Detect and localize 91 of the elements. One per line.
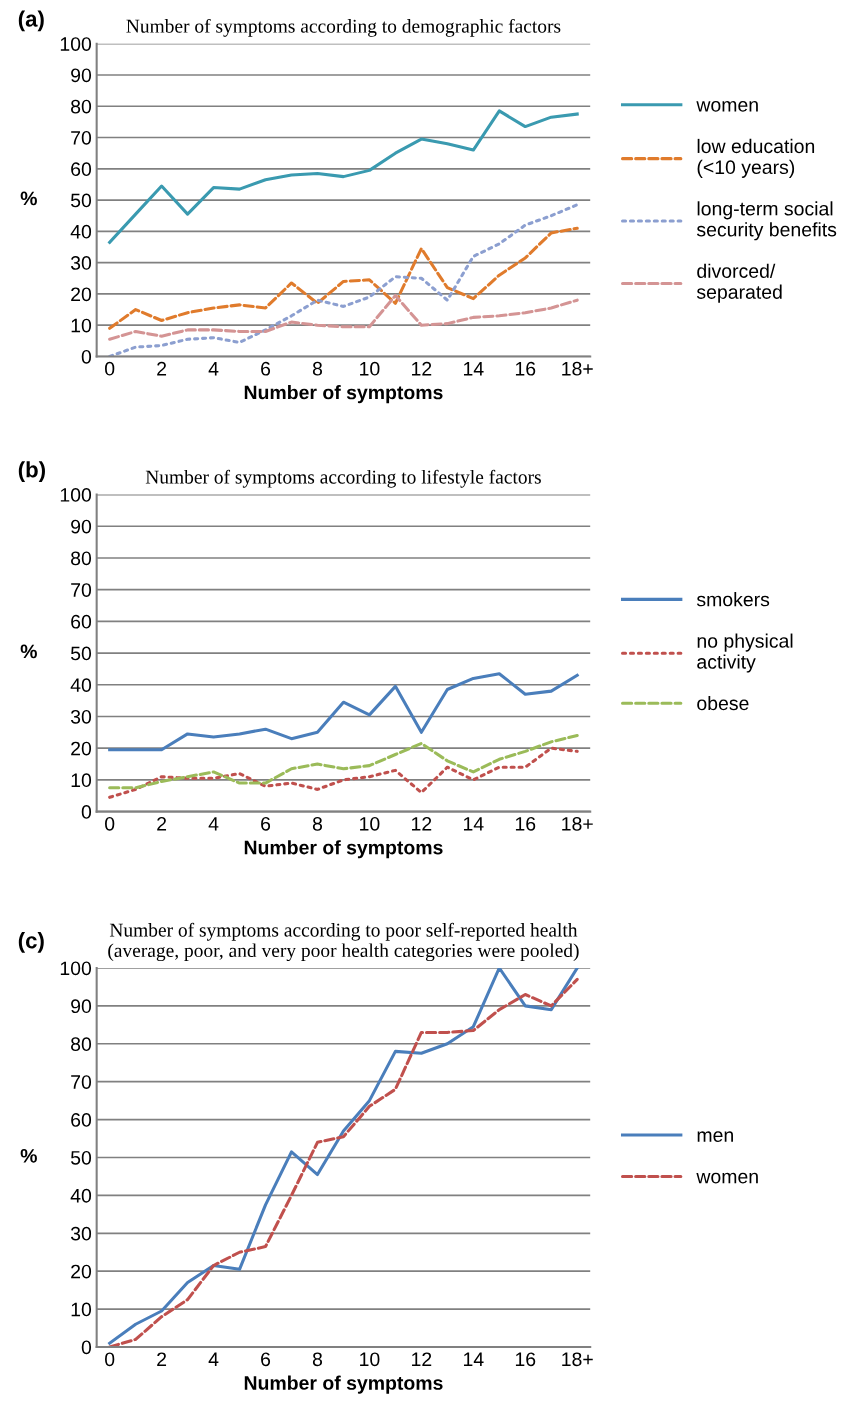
line-series [108, 733, 579, 790]
chart-title: Number of symptoms according to demographic factors [126, 18, 561, 37]
text: (c) [18, 932, 44, 953]
x-tick-label: 0 [105, 1352, 115, 1367]
y-tick-label: 70 [71, 130, 92, 145]
x-tick-label: 4 [208, 1352, 219, 1366]
y-tick-label: 20 [71, 287, 92, 302]
x-tick-label: 2 [157, 361, 167, 376]
x-axis-title: Number of symptoms [244, 1375, 443, 1394]
x-tick-label: 18+ [562, 816, 593, 831]
chart-title: Number of symptoms according to poor self-reported health (average, poor, and very poor health categories were pooled) [108, 922, 579, 962]
x-tick-label: 18+ [562, 361, 593, 376]
line-series [108, 672, 579, 752]
x-tick-label: 12 [412, 1352, 432, 1366]
y-tick-label: 80 [71, 99, 92, 114]
y-tick-label: 100 [60, 488, 92, 502]
y-tick-label: 90 [71, 68, 92, 83]
text: (a) [18, 10, 44, 32]
y-tick-label: 30 [70, 709, 92, 724]
line-series [108, 109, 579, 244]
x-tick-label: 2 [157, 816, 167, 831]
x-tick-label: 4 [208, 362, 219, 376]
x-tick-label: 16 [515, 361, 536, 376]
legend-label: men [697, 1131, 733, 1142]
y-axis-title: % [20, 191, 37, 206]
legend-label: no physical activity [697, 633, 793, 673]
x-tick-label: 8 [312, 1352, 323, 1367]
y-tick-label: 50 [70, 1150, 92, 1165]
line-series [108, 203, 579, 357]
x-axis-title: Number of symptoms [244, 840, 443, 859]
y-tick-label: 80 [71, 551, 92, 566]
x-tick-label: 6 [261, 816, 271, 831]
y-tick-label: 60 [71, 1113, 92, 1127]
text: (b) [18, 461, 45, 482]
y-tick-label: 10 [71, 318, 92, 333]
x-tick-label: 8 [312, 361, 323, 376]
y-tick-label: 50 [70, 646, 92, 661]
legend-label: divorced/ separated [696, 263, 782, 303]
y-tick-label: 0 [81, 1340, 92, 1355]
legend-label: women [696, 1172, 758, 1184]
x-tick-label: 2 [157, 1352, 167, 1366]
y-tick-label: 20 [71, 1264, 92, 1279]
x-tick-label: 14 [463, 1352, 484, 1366]
x-tick-label: 16 [515, 816, 536, 831]
x-tick-label: 6 [261, 361, 271, 376]
y-tick-label: 70 [71, 1075, 92, 1089]
x-tick-label: 16 [515, 1352, 536, 1367]
y-tick-label: 100 [60, 37, 92, 51]
x-tick-label: 12 [412, 361, 432, 376]
x-tick-label: 18+ [562, 1352, 593, 1367]
x-axis-title: Number of symptoms [244, 385, 443, 404]
line-series [108, 746, 579, 799]
y-tick-label: 90 [71, 519, 92, 534]
y-tick-label: 80 [71, 1037, 92, 1052]
x-tick-label: 0 [105, 816, 115, 831]
legend-label: low education (<10 years) [697, 138, 815, 178]
y-axis-title: % [20, 644, 37, 659]
x-tick-label: 14 [463, 817, 484, 831]
x-tick-label: 10 [360, 361, 380, 376]
y-axis-title: % [20, 1148, 37, 1163]
y-tick-label: 100 [60, 961, 92, 976]
y-tick-label: 30 [70, 1226, 92, 1241]
x-tick-label: 8 [312, 816, 323, 831]
y-tick-label: 0 [81, 805, 92, 819]
y-tick-label: 50 [70, 193, 92, 208]
y-tick-label: 10 [71, 773, 92, 788]
y-tick-label: 20 [71, 741, 92, 756]
legend-label: smokers [696, 592, 770, 607]
y-tick-label: 60 [71, 614, 92, 629]
y-tick-label: 40 [70, 1188, 92, 1203]
x-tick-label: 4 [208, 817, 219, 831]
chart-title: Number of symptoms according to lifestyle factors [145, 469, 541, 488]
y-tick-label: 90 [71, 999, 92, 1014]
y-tick-label: 10 [71, 1302, 92, 1317]
x-tick-label: 10 [360, 1352, 380, 1367]
y-tick-label: 70 [71, 583, 92, 597]
line-series [108, 293, 579, 341]
legend-label: women [696, 101, 758, 112]
legend-label: long-term social security benefits [696, 201, 837, 241]
y-tick-label: 40 [70, 224, 92, 239]
x-tick-label: 6 [261, 1352, 271, 1367]
line-series [108, 226, 579, 330]
y-tick-label: 60 [71, 162, 92, 177]
x-tick-label: 12 [412, 816, 432, 831]
y-tick-label: 40 [70, 678, 92, 693]
x-tick-label: 0 [105, 361, 115, 376]
x-tick-label: 10 [360, 816, 380, 831]
x-tick-label: 14 [463, 362, 484, 376]
legend-label: obese [697, 695, 749, 711]
y-tick-label: 0 [81, 349, 92, 364]
y-tick-label: 30 [70, 256, 92, 270]
